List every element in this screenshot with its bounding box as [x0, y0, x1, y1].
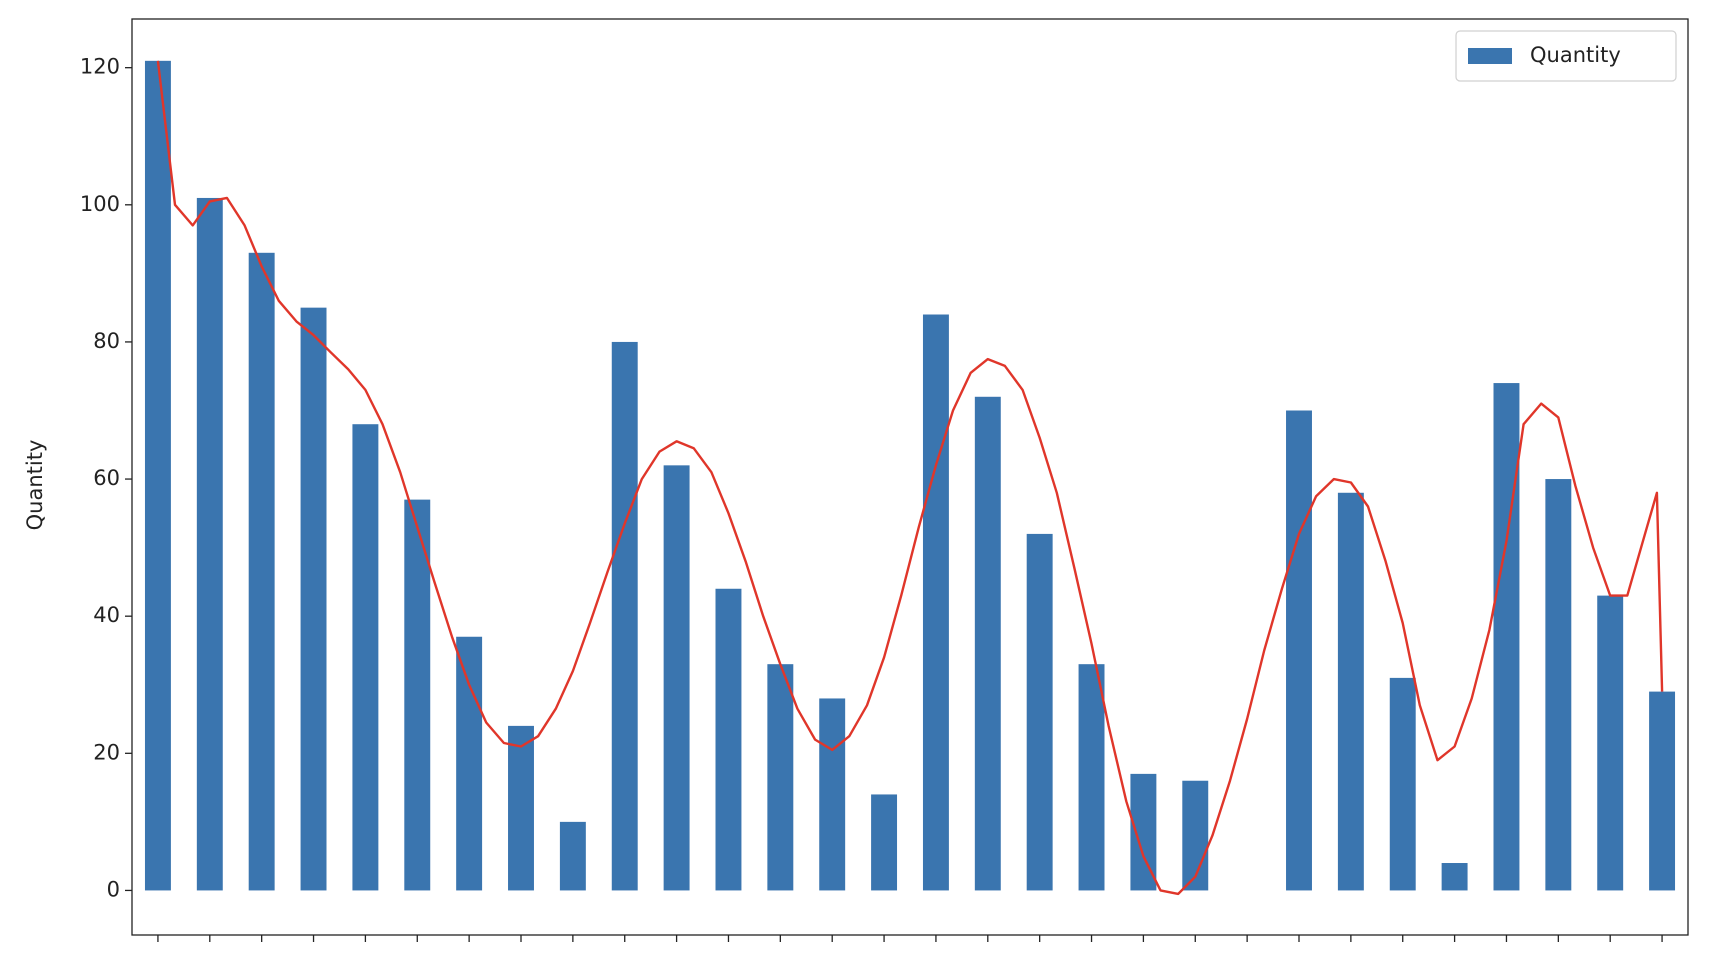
- legend: Quantity: [1455, 30, 1677, 82]
- bar: [1493, 383, 1520, 891]
- legend-box: [1455, 30, 1677, 82]
- bar: [300, 307, 327, 891]
- bar: [922, 314, 949, 891]
- bar: [1649, 691, 1676, 891]
- y-tick-label: 60: [93, 466, 120, 490]
- bar: [1078, 664, 1105, 891]
- bar: [663, 465, 690, 891]
- bar: [1026, 533, 1053, 891]
- bar: [767, 664, 794, 891]
- y-tick-label: 120: [80, 55, 120, 79]
- bar: [559, 821, 586, 891]
- bar: [1441, 863, 1468, 891]
- plot-frame: [131, 18, 1689, 936]
- y-tick-label: 40: [93, 603, 120, 627]
- bar: [819, 698, 846, 891]
- bar: [715, 588, 742, 891]
- bar: [248, 252, 275, 891]
- y-tick-label: 80: [93, 329, 120, 353]
- bar: [1545, 479, 1572, 891]
- y-axis-label: Quantity: [23, 440, 47, 531]
- y-tick-label: 20: [93, 740, 120, 764]
- bar: [404, 499, 431, 891]
- y-tick-label: 0: [107, 877, 120, 901]
- y-tick-label: 100: [80, 192, 120, 216]
- legend-label: Quantity: [1530, 43, 1621, 67]
- bar: [196, 197, 223, 891]
- bar: [611, 341, 638, 891]
- bar: [974, 396, 1001, 891]
- bar: [508, 725, 534, 891]
- legend-swatch: [1468, 48, 1512, 64]
- bar: [1337, 492, 1364, 891]
- bar: [456, 636, 483, 891]
- bar: [1389, 677, 1416, 891]
- bar: [1597, 595, 1624, 891]
- bar: [1182, 780, 1209, 891]
- bar: [352, 424, 379, 891]
- bar: [1286, 410, 1312, 891]
- bar: [144, 60, 171, 891]
- bar: [871, 794, 898, 891]
- trend-line: [156, 60, 1664, 896]
